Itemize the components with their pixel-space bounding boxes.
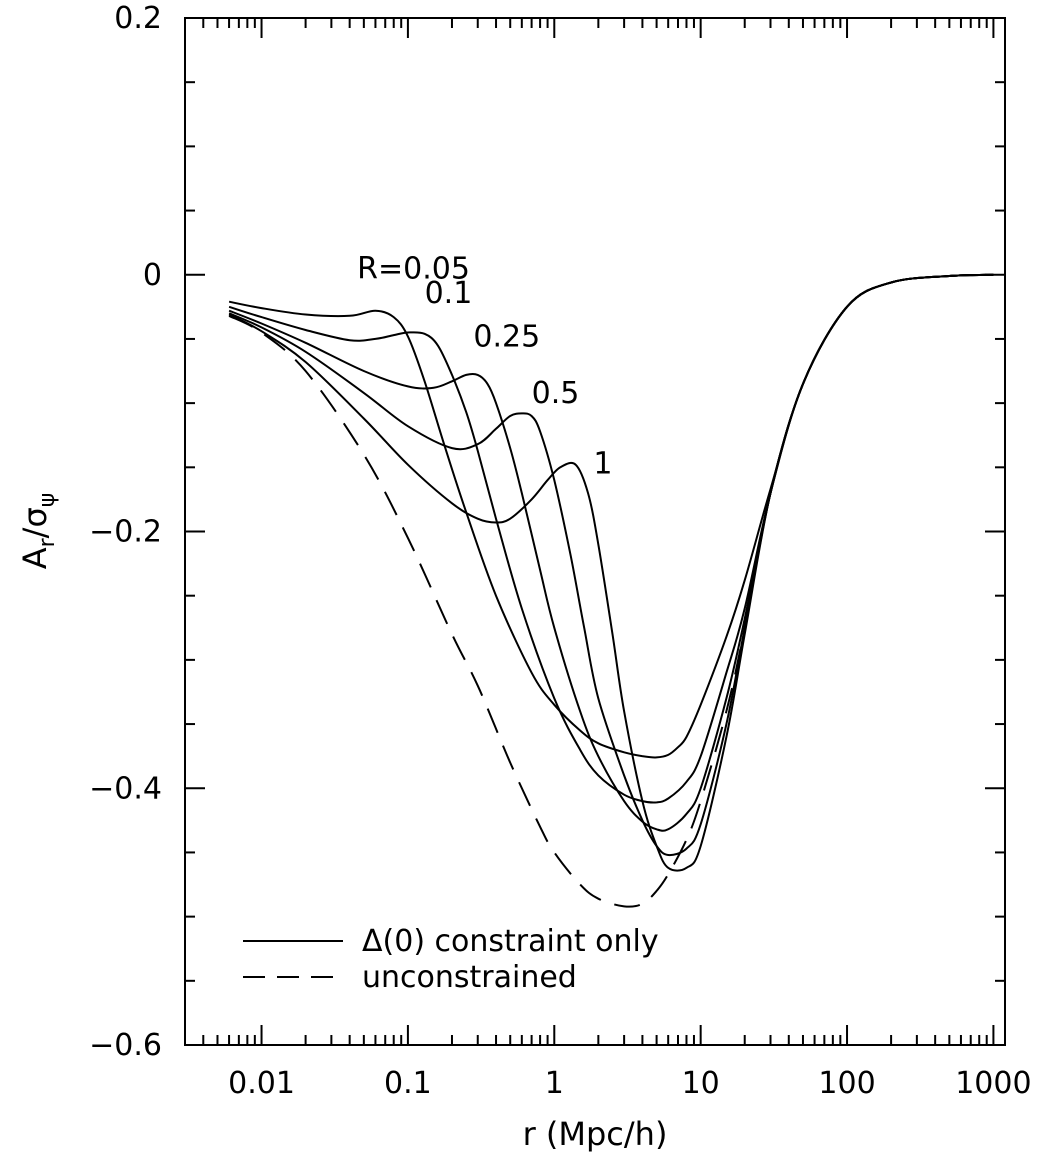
x-tick-label: 1000 xyxy=(955,1066,1031,1101)
curve-labels: R=0.050.10.25 0.5 1 xyxy=(357,252,612,482)
plot-frame xyxy=(184,17,1006,1046)
y-label-sub-psi: ψ xyxy=(35,493,60,508)
series-line xyxy=(228,273,994,759)
x-tick-label: 100 xyxy=(818,1066,875,1101)
legend-dashed-label: unconstrained xyxy=(362,960,577,995)
legend-solid-label: Δ(0) constraint only xyxy=(362,924,659,959)
series-label: 0.1 xyxy=(425,276,473,311)
curves xyxy=(228,273,994,908)
series-label: 0.25 xyxy=(473,320,540,355)
series-label: 1 xyxy=(593,447,612,482)
x-axis-label: r (Mpc/h) xyxy=(523,1115,668,1153)
y-axis-label: Ar/σψ xyxy=(16,493,60,570)
ticks xyxy=(184,17,1005,1046)
y-label-div: /σ xyxy=(16,507,54,538)
tick-labels: 0.01 0.1 1 10 100 1000 0.2 0 −0.2 −0.4 −0.6 xyxy=(89,1,1031,1101)
series-label: 0.5 xyxy=(532,376,580,411)
y-tick-label: −0.4 xyxy=(89,771,162,806)
y-tick-label: 0.2 xyxy=(114,1,162,36)
y-tick-label: −0.6 xyxy=(89,1028,162,1063)
legend: Δ(0) constraint only unconstrained xyxy=(243,924,659,995)
series-line xyxy=(228,273,994,804)
series-line xyxy=(228,273,994,908)
series-label: R=0.05 xyxy=(357,252,470,287)
y-tick-label: −0.2 xyxy=(89,515,162,550)
x-tick-label: 1 xyxy=(545,1066,564,1101)
y-label-main: A xyxy=(16,547,54,569)
x-tick-label: 0.01 xyxy=(228,1066,295,1101)
y-label-sub-r: r xyxy=(35,537,60,547)
y-tick-label: 0 xyxy=(143,258,162,293)
x-tick-label: 0.1 xyxy=(384,1066,432,1101)
x-tick-label: 10 xyxy=(682,1066,720,1101)
